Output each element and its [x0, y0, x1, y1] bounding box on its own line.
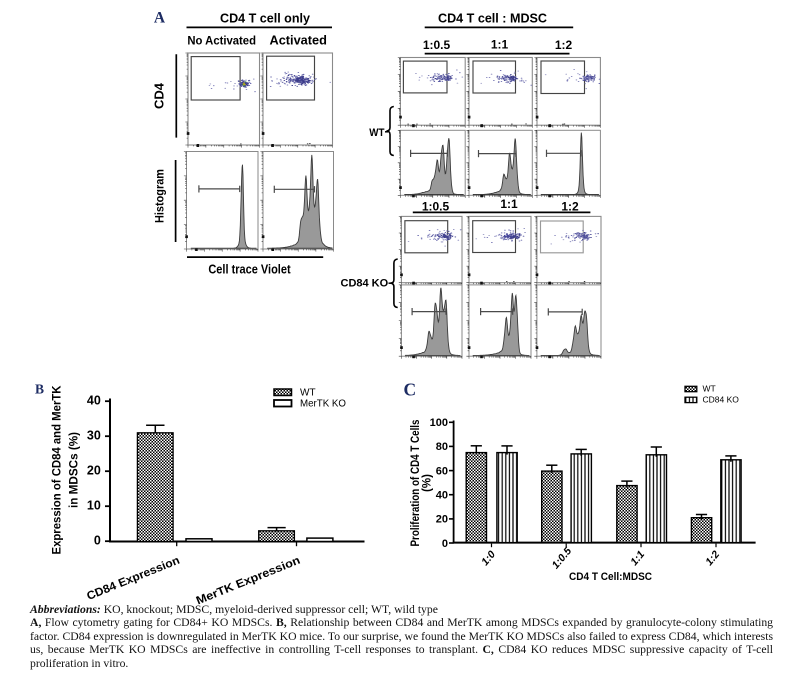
svg-text:Histogram: Histogram [153, 169, 167, 223]
svg-text:1:0.5: 1:0.5 [550, 545, 575, 571]
svg-text:10: 10 [87, 499, 101, 513]
svg-text:Proliferation of CD4 T Cells: Proliferation of CD4 T Cells [410, 420, 422, 547]
svg-text:CD84 KO: CD84 KO [341, 278, 389, 290]
svg-text:0: 0 [442, 538, 448, 550]
svg-text:A: A [154, 10, 166, 27]
svg-text:WT: WT [703, 384, 716, 394]
svg-text:CD4 T Cell:MDSC: CD4 T Cell:MDSC [569, 571, 652, 583]
svg-text:60: 60 [436, 465, 448, 477]
svg-text:WT: WT [300, 388, 316, 399]
svg-text:1:0: 1:0 [479, 549, 498, 568]
svg-text:Cell trace Violet: Cell trace Violet [208, 262, 291, 276]
svg-text:No Activated: No Activated [187, 33, 256, 47]
svg-text:40: 40 [436, 490, 448, 502]
svg-text:0: 0 [94, 534, 101, 548]
svg-text:in MDSCs (%): in MDSCs (%) [67, 432, 81, 508]
svg-text:MerTK Expression: MerTK Expression [195, 555, 302, 608]
svg-text:1:2: 1:2 [561, 200, 579, 214]
svg-text:1:1: 1:1 [491, 38, 509, 52]
svg-text:C: C [404, 380, 417, 400]
svg-text:CD84 Expression: CD84 Expression [85, 555, 181, 603]
svg-text:WT: WT [369, 127, 384, 139]
svg-text:1:1: 1:1 [628, 549, 647, 568]
svg-text:20: 20 [87, 464, 101, 478]
svg-text:1:0.5: 1:0.5 [422, 200, 450, 214]
svg-text:CD4: CD4 [153, 83, 167, 109]
svg-text:80: 80 [436, 441, 448, 453]
svg-text:MerTK KO: MerTK KO [300, 399, 346, 410]
svg-text:40: 40 [87, 394, 101, 408]
svg-text:Expression of CD84 and MerTK: Expression of CD84 and MerTK [50, 385, 64, 554]
svg-text:CD84 KO: CD84 KO [703, 395, 740, 405]
svg-text:1:2: 1:2 [703, 549, 722, 568]
svg-text:1:1: 1:1 [500, 197, 518, 211]
svg-text:Activated: Activated [270, 33, 327, 47]
svg-text:100: 100 [430, 417, 448, 429]
svg-text:30: 30 [87, 429, 101, 443]
svg-text:(%): (%) [422, 474, 434, 492]
svg-text:B: B [35, 382, 44, 397]
svg-text:CD4 T cell : MDSC: CD4 T cell : MDSC [438, 11, 548, 26]
svg-text:1:2: 1:2 [555, 38, 573, 52]
svg-text:20: 20 [436, 514, 448, 526]
svg-text:1:0.5: 1:0.5 [423, 38, 451, 52]
svg-text:CD4 T cell only: CD4 T cell only [220, 11, 311, 26]
